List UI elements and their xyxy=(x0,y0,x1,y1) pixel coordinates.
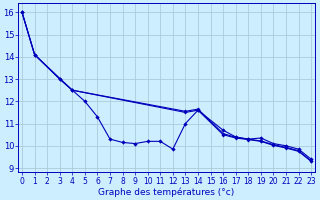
X-axis label: Graphe des températures (°c): Graphe des températures (°c) xyxy=(99,187,235,197)
